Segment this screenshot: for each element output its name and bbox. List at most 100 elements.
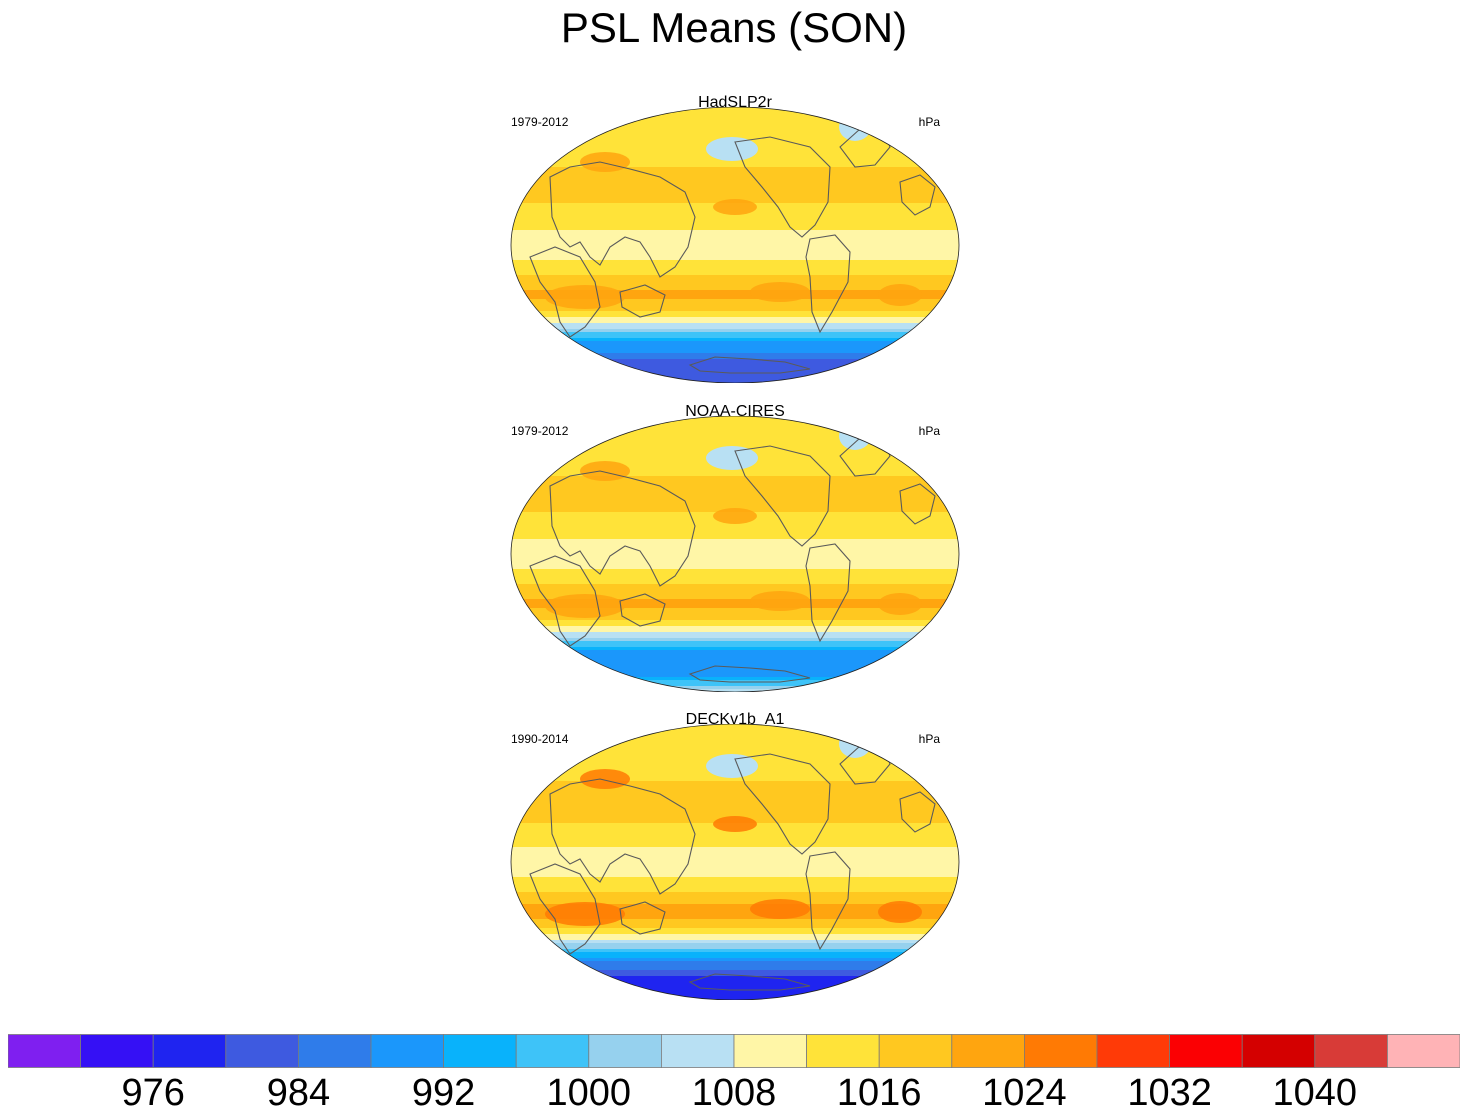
high-pressure-cell	[878, 901, 922, 923]
psl-band	[511, 269, 959, 273]
colorbar-swatch	[588, 1034, 662, 1068]
psl-band	[511, 811, 959, 815]
psl-band	[511, 635, 959, 639]
psl-band	[511, 116, 959, 120]
high-pressure-cell	[545, 902, 625, 926]
high-pressure-cell	[713, 199, 757, 215]
psl-band	[511, 569, 959, 573]
psl-band	[511, 742, 959, 746]
psl-band	[511, 626, 959, 630]
psl-band	[511, 898, 959, 902]
psl-band	[511, 919, 959, 923]
psl-band	[511, 982, 959, 986]
colorbar-swatch	[80, 1034, 154, 1068]
colorbar-swatch	[733, 1034, 807, 1068]
colorbar-tick-label: 984	[266, 1072, 331, 1114]
colorbar-swatch	[1314, 1034, 1388, 1068]
psl-band	[511, 736, 959, 740]
psl-band	[511, 119, 959, 123]
colorbar-swatch	[297, 1034, 372, 1068]
high-pressure-cell	[580, 461, 630, 481]
coastline	[529, 246, 601, 338]
psl-band	[511, 533, 959, 537]
psl-band	[511, 554, 959, 558]
coastline	[805, 543, 851, 643]
panel-units: hPa	[918, 424, 940, 438]
psl-band	[511, 593, 959, 597]
colorbar-labels: 976 984 992 1000 1008 1016 1024 1032 1040	[0, 1070, 1468, 1116]
psl-band	[511, 164, 959, 168]
psl-band	[511, 650, 959, 654]
psl-band	[511, 470, 959, 474]
psl-band	[511, 245, 959, 249]
psl-band	[511, 221, 959, 225]
psl-band	[511, 883, 959, 887]
psl-band	[511, 227, 959, 231]
low-pressure-cell	[839, 730, 871, 758]
psl-band	[511, 886, 959, 890]
psl-band	[511, 961, 959, 965]
psl-band	[511, 611, 959, 615]
psl-band	[511, 500, 959, 504]
psl-band	[511, 949, 959, 953]
colorbar-swatch	[443, 1034, 517, 1068]
psl-band	[511, 629, 959, 633]
psl-band	[511, 491, 959, 495]
psl-band	[511, 113, 959, 117]
psl-band	[511, 892, 959, 896]
psl-band	[511, 922, 959, 926]
map-outline	[510, 724, 960, 1000]
coastline	[549, 470, 696, 587]
psl-band	[511, 530, 959, 534]
colorbar-swatch	[225, 1034, 299, 1068]
psl-band	[511, 727, 959, 731]
psl-band	[511, 584, 959, 588]
psl-band	[511, 230, 959, 234]
psl-band	[511, 587, 959, 591]
psl-band	[511, 488, 959, 492]
psl-band	[511, 551, 959, 555]
psl-band	[511, 263, 959, 267]
psl-band	[511, 865, 959, 869]
psl-band	[511, 581, 959, 585]
psl-band	[511, 916, 959, 920]
coastline	[734, 445, 831, 547]
psl-band	[511, 335, 959, 339]
psl-band	[511, 638, 959, 642]
psl-band	[511, 278, 959, 282]
psl-band	[511, 575, 959, 579]
psl-band	[511, 578, 959, 582]
psl-band	[511, 359, 959, 363]
coastline	[734, 753, 831, 855]
psl-band	[511, 242, 959, 246]
psl-band	[511, 832, 959, 836]
psl-band	[511, 686, 959, 690]
psl-band	[511, 925, 959, 929]
psl-band	[511, 545, 959, 549]
colorbar	[8, 1034, 1460, 1068]
psl-band	[511, 683, 959, 687]
psl-band	[511, 368, 959, 372]
psl-band	[511, 955, 959, 959]
psl-band	[511, 329, 959, 333]
psl-band	[511, 904, 959, 908]
psl-band	[511, 647, 959, 651]
psl-band	[511, 814, 959, 818]
psl-band	[511, 524, 959, 528]
psl-band	[511, 215, 959, 219]
psl-band	[511, 605, 959, 609]
psl-band	[511, 907, 959, 911]
high-pressure-cell	[750, 591, 810, 611]
psl-band	[511, 910, 959, 914]
psl-band	[511, 428, 959, 432]
colorbar-swatch	[8, 1034, 81, 1068]
colorbar-swatch	[661, 1034, 735, 1068]
psl-band	[511, 668, 959, 672]
psl-band	[511, 365, 959, 369]
colorbar-swatch	[1024, 1034, 1098, 1068]
psl-band	[511, 599, 959, 603]
psl-band	[511, 913, 959, 917]
high-pressure-cell	[713, 508, 757, 524]
psl-band	[511, 536, 959, 540]
panel-period: 1979-2012	[511, 424, 569, 438]
